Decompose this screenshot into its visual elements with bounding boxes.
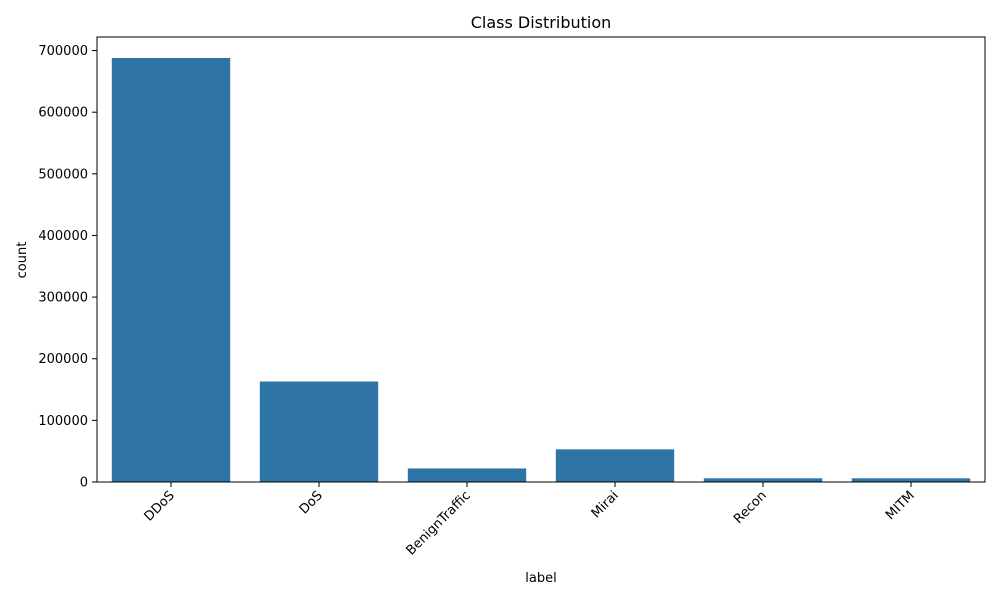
y-tick-label: 600000 <box>38 106 88 121</box>
x-tick-label: DoS <box>297 488 326 517</box>
x-tick-label: BenignTraffic <box>404 488 474 558</box>
y-tick-label: 300000 <box>38 291 88 306</box>
y-tick-label: 0 <box>80 476 88 491</box>
y-tick-label: 400000 <box>38 229 88 244</box>
bar-benigntraffic <box>407 468 527 482</box>
x-axis-title: label <box>525 571 556 586</box>
y-tick-label: 500000 <box>38 167 88 182</box>
plot-frame <box>96 36 986 483</box>
x-axis: DDoS DoS BenignTraffic Mirai Recon MITM <box>142 482 918 558</box>
x-tick-label: Recon <box>731 488 770 527</box>
bars-group <box>111 57 971 482</box>
bar-recon <box>703 478 823 482</box>
y-axis-title: count <box>15 242 30 279</box>
y-tick-label: 700000 <box>38 44 88 59</box>
chart-title: Class Distribution <box>471 13 612 32</box>
bar-dos <box>259 381 379 482</box>
y-tick-label: 200000 <box>38 352 88 367</box>
bar-ddos <box>111 57 231 482</box>
y-axis: 0 100000 200000 300000 400000 500000 600000 700… <box>38 44 97 491</box>
bar-mitm <box>851 478 971 482</box>
y-tick-label: 100000 <box>38 414 88 429</box>
x-tick-label: DDoS <box>142 488 178 524</box>
x-tick-label: MITM <box>883 488 918 523</box>
x-tick-label: Mirai <box>589 488 622 521</box>
bar-mirai <box>555 449 675 482</box>
